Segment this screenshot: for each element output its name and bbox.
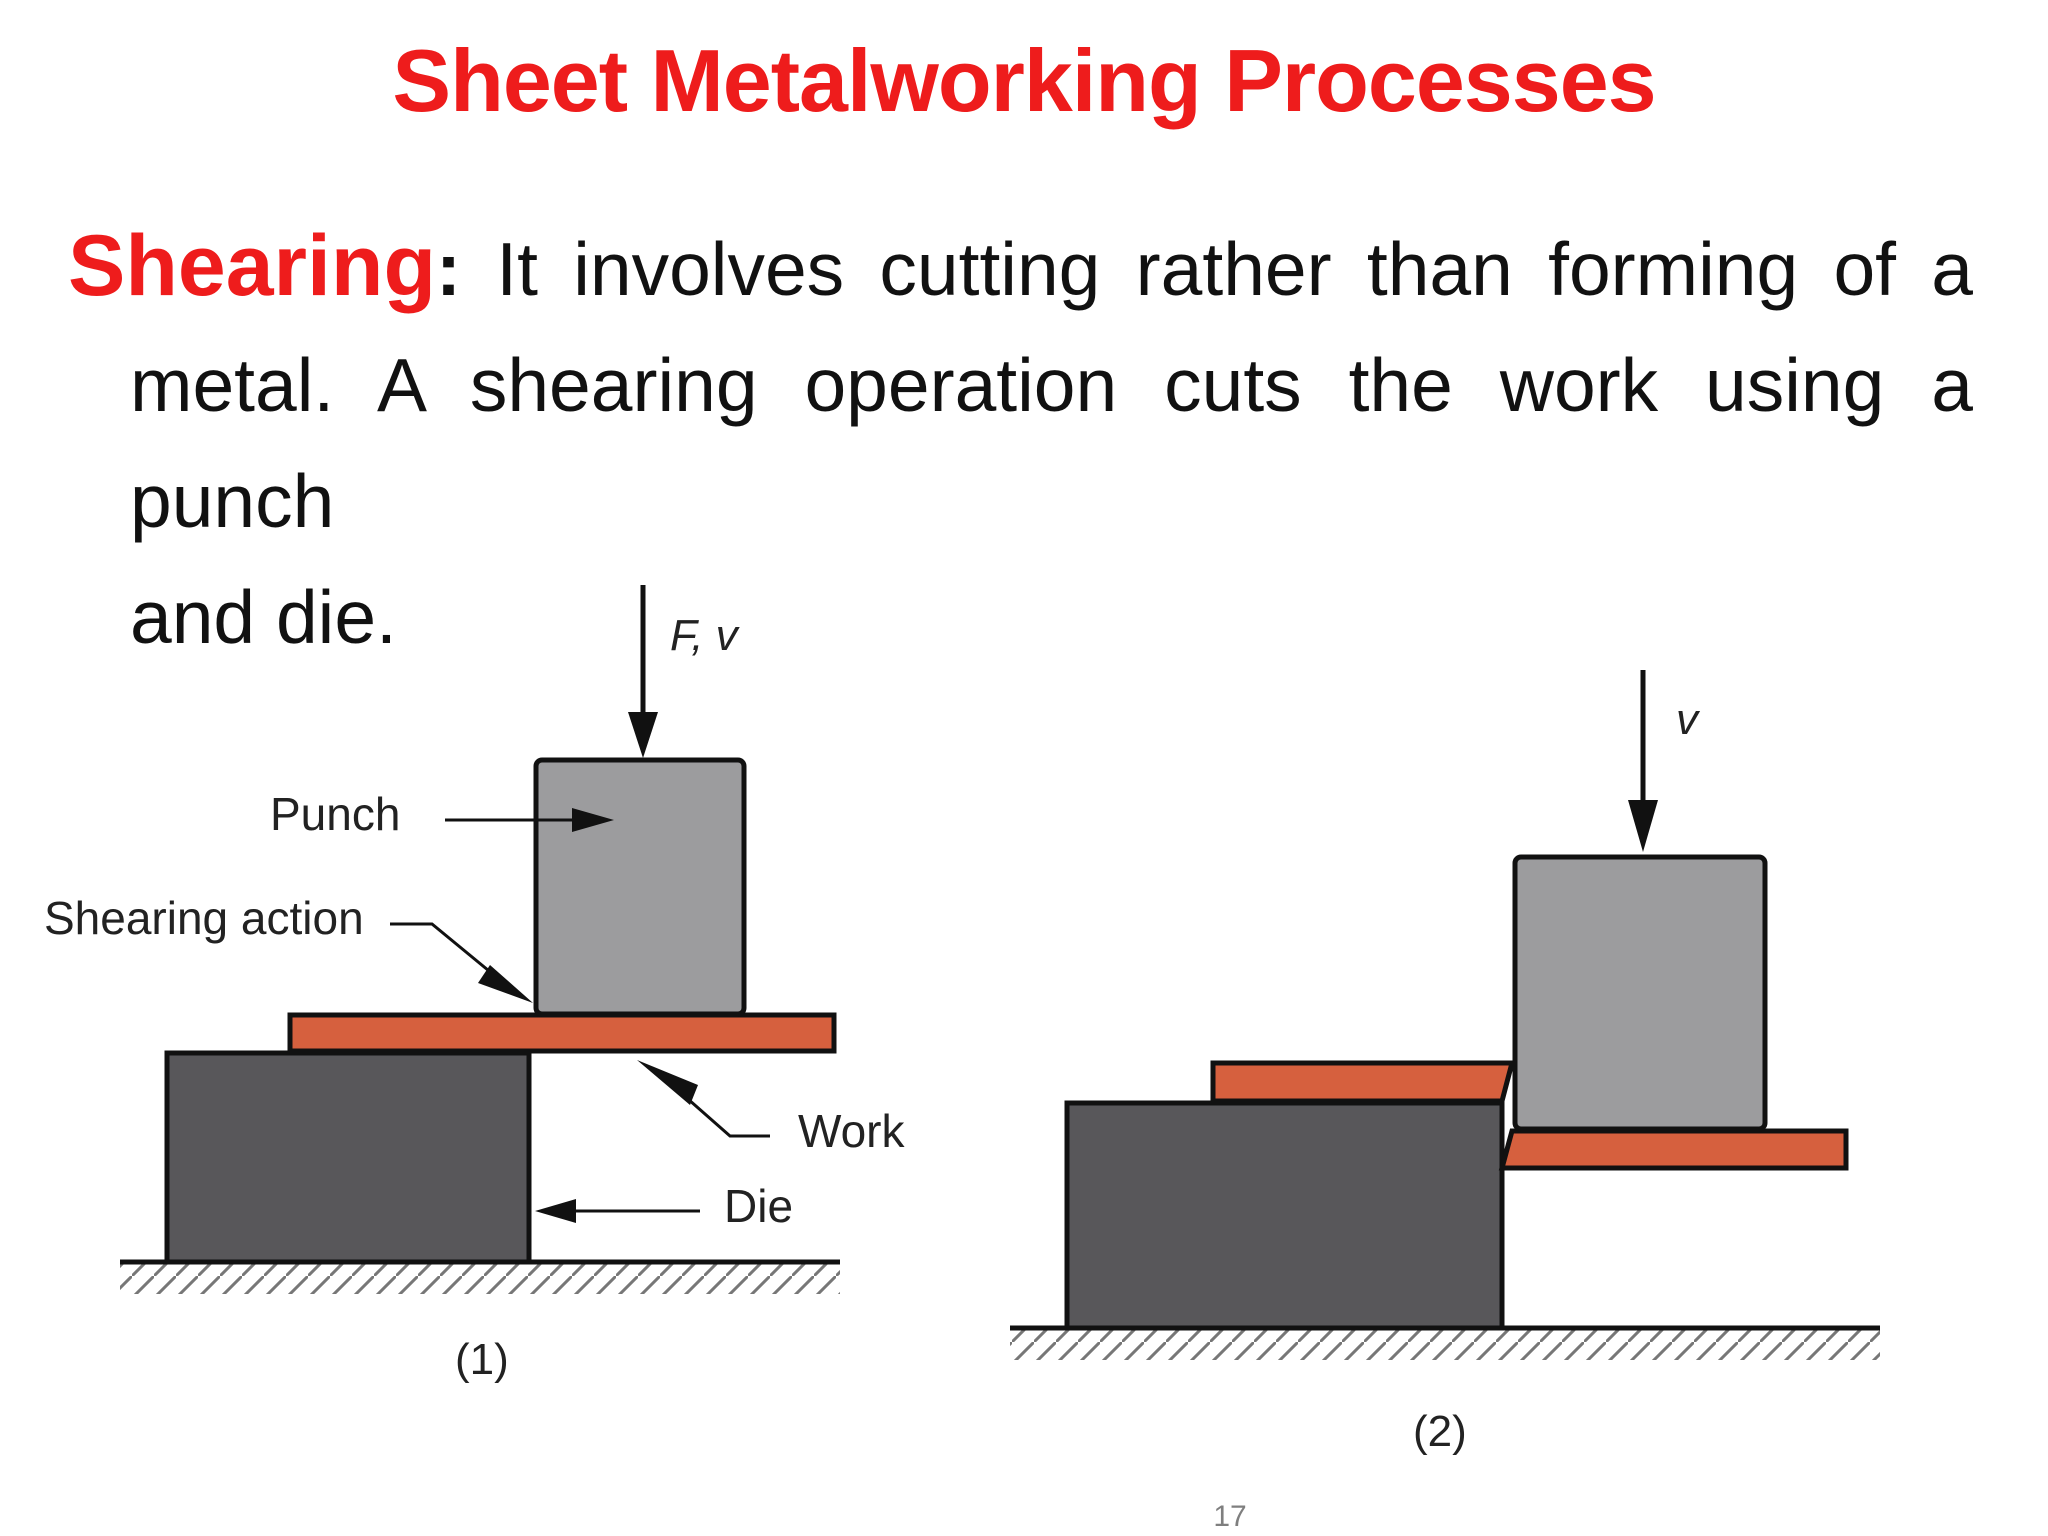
definition-line-1: Shearing: It involves cutting rather tha… <box>68 208 1973 327</box>
definition-text-1: It involves cutting rather than forming … <box>460 227 1973 311</box>
velocity-label: v <box>1676 695 1701 744</box>
die-pointer-arrow <box>535 1199 700 1223</box>
term-shearing: Shearing <box>68 218 436 314</box>
shearing-diagram: F, v Punch Shearing action Work Die (1) <box>44 585 1880 1456</box>
punch-block-1 <box>533 757 747 1017</box>
velocity-arrow-2 <box>1628 670 1658 852</box>
definition-line-2: metal. A shearing operation cuts the wor… <box>130 343 1973 543</box>
die-block-2 <box>1064 1100 1505 1331</box>
term-colon: : <box>435 227 461 311</box>
panel-1-caption: (1) <box>455 1335 509 1384</box>
work-pointer-arrow <box>637 1060 770 1138</box>
punch-label: Punch <box>270 788 400 840</box>
panel-2: v (2) <box>1010 670 1880 1456</box>
punch-pointer-arrow <box>445 808 614 832</box>
shearing-action-label: Shearing action <box>44 892 364 944</box>
force-arrow-1 <box>628 585 658 758</box>
shearing-action-pointer-arrow <box>390 922 533 1003</box>
shearing-definition: Shearing: It involves cutting rather tha… <box>68 208 1973 675</box>
panel-2-caption: (2) <box>1413 1407 1467 1456</box>
work-sheet-2-left <box>1210 1060 1516 1104</box>
punch-block-2 <box>1512 854 1768 1132</box>
panel-1: F, v Punch Shearing action Work Die (1) <box>44 585 905 1384</box>
definition-line-3: and die. <box>130 575 397 659</box>
ground-hatch-1 <box>120 1262 840 1294</box>
slide-title: Sheet Metalworking Processes <box>392 31 1656 130</box>
work-label: Work <box>798 1105 905 1157</box>
ground-hatch-2 <box>1010 1328 1880 1360</box>
die-block-1 <box>164 1050 532 1265</box>
die-label: Die <box>724 1180 793 1232</box>
page-number: 17 <box>1213 1500 1247 1533</box>
force-label: F, v <box>670 611 741 660</box>
work-sheet-1 <box>287 1012 837 1054</box>
work-sheet-2-right <box>1498 1128 1849 1171</box>
